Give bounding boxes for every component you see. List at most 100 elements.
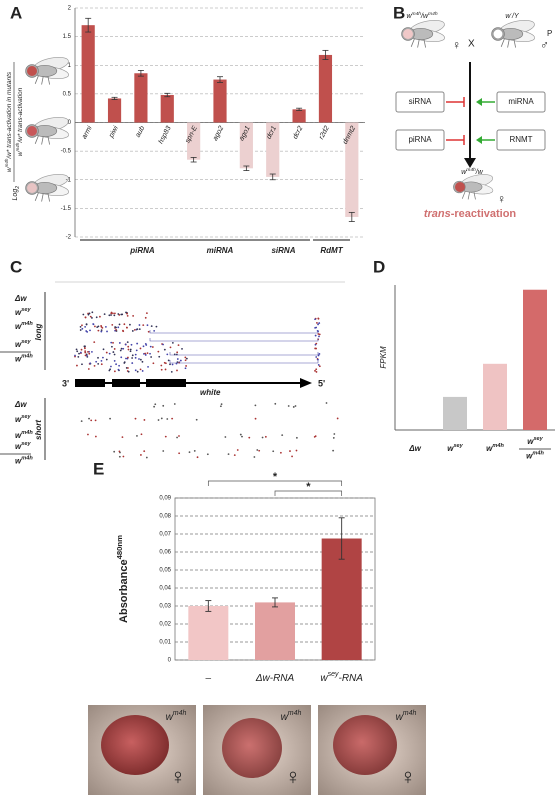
bar (266, 122, 280, 177)
read-dot (139, 358, 142, 361)
label: Δw (408, 444, 421, 453)
gene-arrow (300, 378, 312, 388)
bar (255, 602, 295, 660)
read-dot (314, 318, 316, 321)
read-dot (139, 368, 142, 371)
read-dot (318, 365, 321, 368)
label: wm4h (166, 710, 187, 722)
y-tick-label: -1 (66, 177, 72, 183)
label-part: w (166, 712, 174, 723)
read-dot (75, 348, 78, 351)
read-dot (314, 334, 317, 337)
label-part: /w (420, 13, 429, 20)
bar (292, 109, 306, 123)
read-dot (108, 369, 111, 372)
fly-eye (27, 66, 37, 76)
x-tick-label: hsp83 (158, 125, 173, 145)
label-part: – (205, 673, 212, 684)
read-dot (151, 346, 154, 348)
panel-letter: D (373, 257, 385, 276)
read-dot (91, 317, 93, 319)
read-dot (193, 450, 196, 452)
read-dot (87, 433, 89, 436)
superscript: m4h (15, 142, 20, 151)
significance-label: * (306, 481, 311, 493)
read-dot (90, 419, 93, 422)
read-dot (291, 455, 293, 458)
read-dot (131, 354, 134, 357)
label: wm4h (15, 321, 33, 331)
box (496, 91, 546, 113)
bar (318, 54, 333, 123)
y-tick-label: 0,02 (159, 622, 171, 628)
read-dot (157, 419, 160, 421)
read-dot (97, 356, 99, 359)
fly-eye (27, 126, 37, 136)
read-dot (227, 453, 230, 456)
read-dot (167, 359, 170, 362)
x-tick-label: aub (135, 125, 147, 139)
read-dot (314, 347, 317, 350)
read-dot (254, 404, 257, 407)
read-dot (117, 368, 120, 371)
read-dot (146, 324, 149, 327)
superscript: m4h (492, 443, 504, 449)
read-dot (118, 364, 120, 367)
y-axis-label: Absorbance480nm (115, 535, 130, 623)
read-dot (150, 356, 153, 358)
bar (345, 122, 359, 217)
read-dot (121, 313, 124, 316)
section-label: long (34, 323, 43, 340)
fly-eye (403, 29, 413, 39)
read-dot (83, 345, 86, 348)
read-dot (103, 313, 106, 316)
read-dot (92, 323, 95, 325)
label-part: w (17, 150, 24, 156)
read-dot (131, 362, 134, 364)
read-dot (142, 345, 145, 348)
x-tick-label: r2d2 (318, 125, 331, 141)
read-dot (325, 402, 328, 404)
significance-label: * (273, 471, 278, 483)
read-dot (147, 330, 150, 333)
label: wm4h (15, 354, 33, 364)
splice-link (169, 352, 319, 356)
read-dot (315, 356, 318, 358)
read-dot (115, 329, 118, 331)
superscript: sey (533, 437, 543, 443)
read-dot (117, 326, 120, 329)
log-label: Log2 (12, 186, 21, 201)
bar (213, 79, 227, 123)
read-dot (100, 330, 103, 333)
label-part: Absorbance (118, 559, 130, 623)
read-dot (97, 325, 100, 328)
read-dot (138, 358, 140, 360)
read-dot (170, 370, 173, 373)
significance-bracket (274, 490, 343, 496)
label: wsey-RNA (320, 671, 363, 683)
label: wm4h/w* trans-activation (15, 87, 24, 156)
y-axis-label: FPKM (379, 346, 388, 369)
read-dot (169, 363, 171, 366)
read-dot (78, 352, 80, 355)
read-dot (140, 454, 142, 456)
read-dot (166, 353, 169, 356)
read-dot (315, 326, 318, 329)
read-dot (136, 370, 139, 373)
superscript: m4h (466, 167, 476, 173)
read-dot (94, 419, 97, 422)
read-dot (134, 369, 137, 372)
read-dot (113, 360, 116, 362)
read-dot (112, 351, 115, 353)
offspring-label: wm4h/w (461, 167, 484, 176)
read-dot (169, 346, 172, 349)
read-dot (79, 329, 82, 331)
sex-symbol: ♀ (285, 764, 302, 789)
read-dot (129, 350, 132, 353)
y-tick-label: 0,04 (159, 586, 171, 592)
y-tick-label: 0,05 (159, 568, 171, 574)
read-dot (121, 436, 124, 439)
read-dot (178, 452, 181, 455)
read-dot (149, 352, 151, 355)
superscript: m4h (173, 710, 187, 717)
